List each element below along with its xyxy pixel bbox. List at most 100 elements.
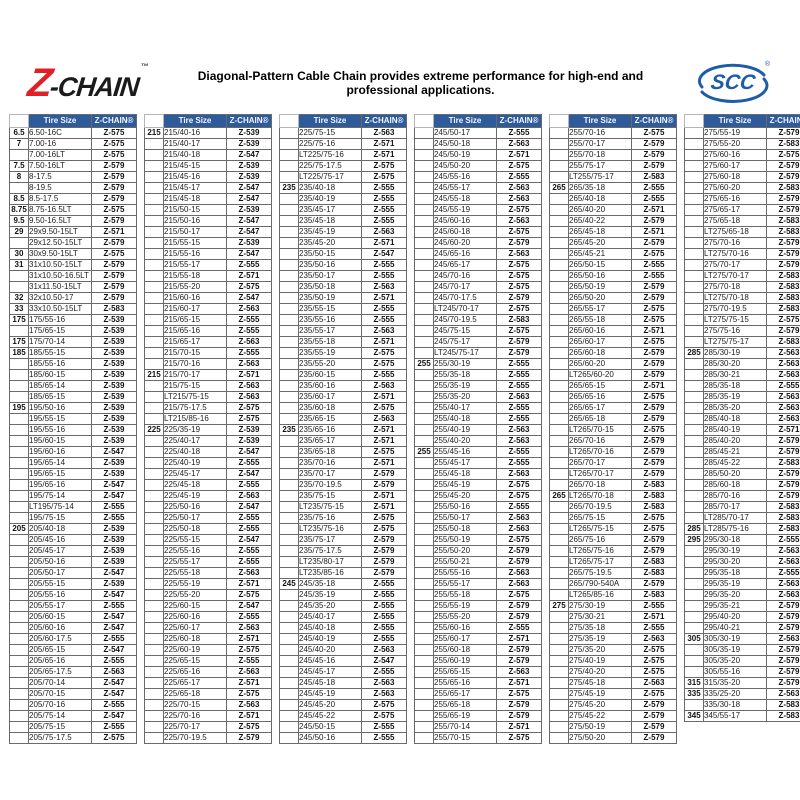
- tire-size-cell: 225/70-16: [163, 710, 227, 722]
- tire-size-cell: 275/30-19: [568, 600, 632, 612]
- group-cell: [414, 193, 434, 205]
- chain-part-cell: Z-555: [631, 622, 677, 634]
- group-cell: 265: [549, 182, 569, 194]
- tire-size-cell: 225/65-17: [163, 677, 227, 689]
- group-cell: [414, 567, 434, 579]
- tire-size-cell: 185/60-15: [28, 369, 92, 381]
- table-row: 215/50-16 Z-547: [144, 215, 272, 227]
- group-cell: [414, 666, 434, 678]
- table-row: 205/50-16 Z-539: [9, 556, 137, 568]
- tire-size-cell: LT265/70-15: [568, 424, 632, 436]
- group-cell: [684, 391, 704, 403]
- tire-size-cell: 255/45-18: [433, 468, 497, 480]
- table-row: 255 255/30-19 Z-555: [414, 358, 542, 370]
- chain-part-cell: Z-539: [91, 545, 137, 557]
- table-row: 215 215/70-17 Z-571: [144, 369, 272, 381]
- table-row: LT265/75-15 Z-575: [549, 523, 677, 535]
- chain-part-cell: Z-539: [226, 424, 272, 436]
- chain-part-cell: Z-579: [91, 281, 137, 293]
- table-row: 7 7.00-16 Z-575: [9, 138, 137, 150]
- chain-part-cell: Z-579: [766, 479, 800, 491]
- chain-part-cell: Z-575: [631, 512, 677, 524]
- table-row: 185/55-16 Z-539: [9, 358, 137, 370]
- group-cell: [9, 468, 29, 480]
- tire-size-cell: 265/60-20: [568, 358, 632, 370]
- tire-size-cell: 215/75-15: [163, 380, 227, 392]
- group-cell: [279, 314, 299, 326]
- group-cell: [414, 534, 434, 546]
- chain-part-cell: Z-579: [631, 732, 677, 744]
- tire-size-cell: 225/50-18: [163, 523, 227, 535]
- tire-size-header: Tire Size: [703, 114, 767, 128]
- tire-size-cell: 265/50-20: [568, 292, 632, 304]
- tire-size-cell: 235/55-16: [298, 314, 362, 326]
- chain-part-cell: Z-547: [226, 446, 272, 458]
- chain-part-cell: Z-571: [496, 149, 542, 161]
- table-row: 265/65-15 Z-571: [549, 380, 677, 392]
- table-row: 215/55-18 Z-571: [144, 270, 272, 282]
- table-row: 225/70-15 Z-563: [144, 699, 272, 711]
- table-row: LT285/70-17 Z-583: [684, 512, 800, 524]
- group-cell: 195: [9, 402, 29, 414]
- chain-part-cell: Z-571: [361, 391, 407, 403]
- tire-size-cell: 265/50-16: [568, 270, 632, 282]
- group-cell: [414, 204, 434, 216]
- table-row: 185/65-14 Z-539: [9, 380, 137, 392]
- table-row: LT235/75-16 Z-575: [279, 523, 407, 535]
- table-row: 31 31x10.50-15LT Z-579: [9, 259, 137, 271]
- table-row: 235/60-15 Z-555: [279, 369, 407, 381]
- tire-size-cell: 205/70-14: [28, 677, 92, 689]
- group-cell: [414, 149, 434, 161]
- chain-part-cell: Z-547: [226, 149, 272, 161]
- group-cell: [144, 259, 164, 271]
- group-cell: [684, 314, 704, 326]
- table-row: 215/65-16 Z-555: [144, 325, 272, 337]
- table-row: 255/50-21 Z-579: [414, 556, 542, 568]
- group-cell: [684, 193, 704, 205]
- chain-part-cell: Z-547: [91, 688, 137, 700]
- group-cell: 30: [9, 248, 29, 260]
- table-row: 305 305/30-19 Z-563: [684, 633, 800, 645]
- tire-size-cell: 285/40-20: [703, 435, 767, 447]
- group-cell: 235: [279, 424, 299, 436]
- group-cell: [144, 248, 164, 260]
- table-row: 265/50-15 Z-555: [549, 259, 677, 271]
- table-row: 205/55-17 Z-555: [9, 600, 137, 612]
- table-row: 235/55-20 Z-575: [279, 358, 407, 370]
- tire-size-cell: 225/40-19: [163, 457, 227, 469]
- group-cell: [9, 369, 29, 381]
- group-cell: [9, 578, 29, 590]
- tire-size-cell: 275/60-18: [703, 171, 767, 183]
- tire-size-cell: 255/45-20: [433, 490, 497, 502]
- chain-part-cell: Z-539: [91, 347, 137, 359]
- chain-part-cell: Z-579: [631, 138, 677, 150]
- tire-size-cell: 265/60-16: [568, 325, 632, 337]
- table-row: 235/55-16 Z-555: [279, 314, 407, 326]
- group-cell: [684, 160, 704, 172]
- tire-size-cell: LT275/75-17: [703, 336, 767, 348]
- tire-size-cell: 195/65-14: [28, 457, 92, 469]
- chain-part-cell: Z-583: [496, 314, 542, 326]
- tire-size-cell: 245/45-16: [298, 655, 362, 667]
- group-cell: [144, 193, 164, 205]
- tire-size-cell: 295/35-18: [703, 567, 767, 579]
- table-row: 205/70-15 Z-547: [9, 688, 137, 700]
- group-cell: 8.5: [9, 193, 29, 205]
- chain-part-cell: Z-579: [766, 677, 800, 689]
- table-row: 285/40-20 Z-579: [684, 435, 800, 447]
- chain-part-cell: Z-563: [361, 127, 407, 139]
- group-cell: [414, 325, 434, 337]
- tire-size-cell: 235/70-16: [298, 457, 362, 469]
- group-cell: [549, 435, 569, 447]
- group-cell: [684, 215, 704, 227]
- group-cell: [549, 226, 569, 238]
- tire-size-cell: 285/40-18: [703, 413, 767, 425]
- tire-size-cell: 215/40-17: [163, 138, 227, 150]
- group-cell: 275: [549, 600, 569, 612]
- group-cell: [684, 127, 704, 139]
- table-row: 305/55-16 Z-579: [684, 666, 800, 678]
- chain-part-cell: Z-575: [361, 446, 407, 458]
- chain-part-cell: Z-571: [226, 578, 272, 590]
- table-row: 255/70-14 Z-571: [414, 721, 542, 733]
- group-cell: 345: [684, 710, 704, 722]
